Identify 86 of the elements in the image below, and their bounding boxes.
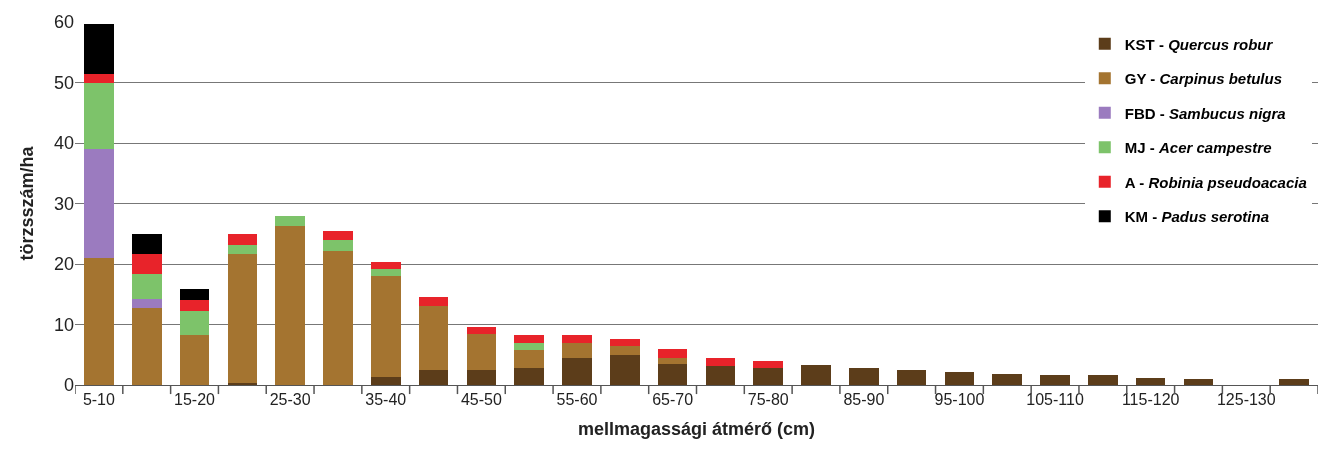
bar xyxy=(514,349,544,369)
y-tick-label: 40 xyxy=(53,133,74,154)
y-tick-label: 60 xyxy=(53,12,74,33)
bar xyxy=(323,240,353,252)
bar xyxy=(370,269,401,277)
bar xyxy=(514,343,544,350)
bar xyxy=(705,365,736,385)
bar xyxy=(323,230,353,241)
bar xyxy=(323,251,353,385)
legend-label: KM - Padus serotina xyxy=(1124,208,1269,226)
bar xyxy=(466,334,497,371)
bar xyxy=(992,373,1023,385)
bar xyxy=(801,365,831,385)
x-tick-label: 55-60 xyxy=(556,391,598,409)
bar xyxy=(944,371,975,385)
bar xyxy=(131,253,162,274)
bar xyxy=(1040,375,1070,385)
bar xyxy=(275,225,305,385)
x-tick-label: 25-30 xyxy=(269,391,311,409)
x-tick-label: 105-110 xyxy=(1026,391,1084,409)
bar xyxy=(84,149,114,258)
bar xyxy=(84,74,114,83)
bar xyxy=(418,369,449,385)
bar xyxy=(1279,378,1309,385)
bar xyxy=(84,23,114,75)
bar xyxy=(1135,377,1166,385)
bar xyxy=(609,346,640,355)
bar xyxy=(753,361,784,369)
bar xyxy=(657,349,688,358)
y-tick-label: 20 xyxy=(53,254,74,275)
x-tick-label: 5-10 xyxy=(82,391,116,409)
bar xyxy=(1183,378,1214,385)
bar xyxy=(227,244,258,255)
bar xyxy=(131,273,162,300)
bar xyxy=(84,257,114,385)
legend-label: A - Robinia pseudoacacia xyxy=(1124,173,1307,191)
bar xyxy=(131,308,162,385)
x-tick-label: 45-50 xyxy=(460,391,502,409)
x-tick-label: 15-20 xyxy=(174,391,216,409)
legend-label: GY - Carpinus betulus xyxy=(1124,70,1283,88)
bar xyxy=(179,335,210,385)
bar xyxy=(227,234,258,245)
bar xyxy=(657,364,688,385)
y-axis-title: törzsszám/ha xyxy=(17,145,38,261)
bar xyxy=(370,276,401,377)
bar xyxy=(84,82,114,150)
bar xyxy=(753,368,784,385)
bar xyxy=(179,299,210,311)
y-tick-label: 50 xyxy=(53,72,74,93)
bar xyxy=(562,342,592,358)
bar xyxy=(609,339,640,347)
bar xyxy=(370,376,401,385)
bar xyxy=(705,358,736,366)
bar xyxy=(514,368,544,385)
legend-label: MJ - Acer campestre xyxy=(1124,139,1272,157)
x-tick-label: 95-100 xyxy=(934,391,985,409)
legend-label: FBD - Sambucus nigra xyxy=(1124,104,1286,122)
bar xyxy=(1088,375,1118,385)
legend-label: KST - Quercus robur xyxy=(1124,35,1274,53)
bar xyxy=(370,261,401,270)
bar xyxy=(131,299,162,309)
bar xyxy=(275,216,305,226)
bar xyxy=(131,234,162,254)
bar xyxy=(418,296,449,307)
y-tick-label: 0 xyxy=(63,375,74,396)
bar xyxy=(466,326,497,335)
x-axis-title: mellmagassági átmérő (cm) xyxy=(577,419,816,440)
x-tick-label: 125-130 xyxy=(1216,391,1276,409)
bar xyxy=(418,306,449,370)
x-tick-label: 75-80 xyxy=(747,391,789,409)
bar xyxy=(562,357,592,385)
bar xyxy=(227,254,258,383)
y-tick-label: 30 xyxy=(53,193,74,214)
x-tick-label: 115-120 xyxy=(1121,391,1180,409)
bar xyxy=(179,310,210,336)
bar xyxy=(179,289,210,300)
y-tick-label: 10 xyxy=(53,314,74,335)
x-tick-label: 65-70 xyxy=(652,391,694,409)
bar xyxy=(896,369,927,385)
bar xyxy=(849,368,879,385)
bar xyxy=(466,370,497,385)
x-tick-label: 35-40 xyxy=(365,391,407,409)
bar xyxy=(609,354,640,385)
x-tick-label: 85-90 xyxy=(843,391,885,409)
bar xyxy=(562,335,592,343)
bar xyxy=(514,335,544,344)
